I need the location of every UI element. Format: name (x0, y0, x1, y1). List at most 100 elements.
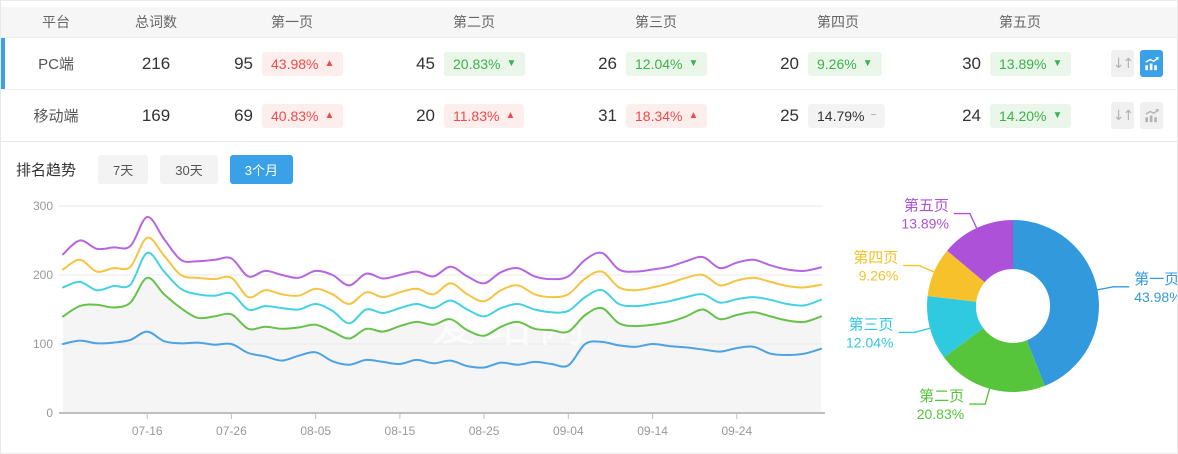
change-pct: 40.83% (271, 107, 319, 124)
chart-icon (1144, 56, 1159, 71)
trend-arrow-icon: ▲ (324, 57, 335, 69)
page-count: 45 (416, 53, 435, 73)
col-page-2: 第二页 (453, 14, 495, 30)
svg-text:200: 200 (33, 268, 53, 282)
change-badge: 13.89% ▼ (990, 51, 1072, 76)
sort-button[interactable]: ↓↑ (1111, 50, 1134, 77)
platform-label: PC端 (38, 56, 74, 73)
up-down-arrows-icon: ↓↑ (1112, 55, 1135, 72)
trend-arrow-icon: ▼ (862, 57, 873, 69)
trend-arrow-icon: ▼ (1052, 109, 1063, 121)
total-words-value: 216 (141, 53, 171, 73)
svg-text:第一页: 第一页 (1134, 270, 1178, 288)
sort-button[interactable]: ↓↑ (1111, 102, 1134, 129)
trend-arrow-icon: ▲ (688, 109, 699, 121)
change-pct: 18.34% (635, 107, 683, 124)
col-page-1: 第一页 (271, 14, 313, 30)
svg-text:0: 0 (46, 406, 53, 420)
row-actions: ↓↑ (1111, 50, 1175, 77)
page-count: 30 (962, 53, 981, 73)
svg-text:第五页: 第五页 (904, 197, 949, 215)
svg-text:13.89%: 13.89% (901, 216, 948, 232)
page-count: 69 (234, 105, 253, 125)
col-page-4: 第四页 (817, 14, 859, 30)
table-row-mobile[interactable]: 移动端 169 69 40.83% ▲ 20 11.83% ▲ 31 18.34% ▲… (1, 89, 1177, 141)
page-distribution-donut-chart[interactable]: 第一页 43.98% 第二页 20.83% 第三页 12.04% 第四页 9.26% 第五页 13… (831, 193, 1178, 453)
change-pct: 43.98% (271, 55, 319, 72)
page-count: 25 (780, 105, 799, 125)
page-count: 24 (962, 105, 981, 125)
trend-arrow-icon: ▲ (505, 109, 516, 121)
svg-text:300: 300 (33, 199, 53, 213)
chart-icon (1144, 108, 1159, 123)
change-badge: 14.79% − (808, 103, 886, 128)
change-badge: 11.83% ▲ (444, 103, 525, 128)
page4-cell: 25 14.79% − (747, 103, 929, 128)
page-count: 20 (416, 105, 435, 125)
trend-arrow-icon: ▼ (1052, 57, 1063, 69)
page3-cell: 31 18.34% ▲ (565, 103, 747, 128)
change-badge: 18.34% ▲ (626, 103, 708, 128)
page1-cell: 95 43.98% ▲ (201, 51, 383, 76)
svg-text:43.98%: 43.98% (1134, 289, 1178, 305)
page-count: 31 (598, 105, 617, 125)
change-pct: 20.83% (453, 55, 501, 72)
change-pct: 12.04% (635, 55, 683, 72)
page1-cell: 69 40.83% ▲ (201, 103, 383, 128)
trend-toolbar: 排名趋势 7天 30天 3个月 (1, 142, 1177, 193)
page3-cell: 26 12.04% ▼ (565, 51, 747, 76)
tab-7days[interactable]: 7天 (98, 155, 149, 184)
svg-text:100: 100 (33, 337, 53, 351)
svg-text:12.04%: 12.04% (846, 334, 893, 350)
svg-text:第二页: 第二页 (919, 387, 964, 405)
page5-cell: 24 14.20% ▼ (929, 103, 1111, 128)
page4-cell: 20 9.26% ▼ (747, 51, 929, 76)
svg-text:08-05: 08-05 (300, 424, 331, 438)
tab-30days[interactable]: 30天 (160, 155, 218, 184)
page2-cell: 45 20.83% ▼ (383, 51, 565, 76)
trend-chart-button[interactable] (1140, 50, 1163, 77)
trend-arrow-icon: − (870, 109, 877, 121)
trend-arrow-icon: ▼ (506, 57, 517, 69)
col-total-words: 总词数 (135, 14, 177, 30)
trend-arrow-icon: ▼ (688, 57, 699, 69)
svg-text:爱站网: 爱站网 (431, 299, 593, 351)
page-count: 20 (780, 53, 799, 73)
svg-text:07-16: 07-16 (132, 424, 163, 438)
page-count: 26 (598, 53, 617, 73)
change-badge: 14.20% ▼ (990, 103, 1072, 128)
svg-text:08-25: 08-25 (469, 424, 500, 438)
change-pct: 9.26% (817, 55, 857, 72)
svg-text:09-24: 09-24 (721, 424, 752, 438)
page-count: 95 (234, 53, 253, 73)
change-badge: 12.04% ▼ (626, 51, 708, 76)
col-platform: 平台 (42, 14, 70, 30)
svg-text:09-14: 09-14 (637, 424, 668, 438)
row-actions: ↓↑ (1111, 102, 1175, 129)
svg-text:第三页: 第三页 (848, 315, 893, 333)
change-pct: 14.79% (817, 107, 865, 124)
change-badge: 9.26% ▼ (808, 51, 882, 76)
change-pct: 14.20% (999, 107, 1047, 124)
charts-area: 爱站网 0 100 200 300 07-16 07-26 08-05 08-15 08-25 09… (1, 193, 1178, 453)
table-row-pc[interactable]: PC端 216 95 43.98% ▲ 45 20.83% ▼ 26 12.04% ▼… (1, 37, 1177, 89)
tab-3months[interactable]: 3个月 (229, 155, 293, 184)
svg-text:20.83%: 20.83% (917, 406, 964, 422)
change-pct: 13.89% (999, 55, 1047, 72)
rank-trend-line-chart[interactable]: 爱站网 0 100 200 300 07-16 07-26 08-05 08-15 08-25 09… (1, 193, 831, 453)
trend-arrow-icon: ▲ (324, 109, 335, 121)
rank-table: 平台 总词数 第一页 第二页 第三页 第四页 第五页 PC端 216 95 43… (1, 1, 1177, 142)
change-badge: 43.98% ▲ (262, 51, 344, 76)
change-badge: 40.83% ▲ (262, 103, 344, 128)
svg-text:第四页: 第四页 (853, 249, 898, 267)
svg-text:09-04: 09-04 (553, 424, 584, 438)
trend-chart-button[interactable] (1140, 102, 1163, 129)
col-page-3: 第三页 (635, 14, 677, 30)
change-badge: 20.83% ▼ (444, 51, 526, 76)
svg-text:9.26%: 9.26% (859, 268, 899, 284)
trend-title: 排名趋势 (16, 162, 77, 179)
svg-text:08-15: 08-15 (385, 424, 416, 438)
total-words-value: 169 (141, 105, 171, 125)
change-pct: 11.83% (453, 107, 500, 124)
